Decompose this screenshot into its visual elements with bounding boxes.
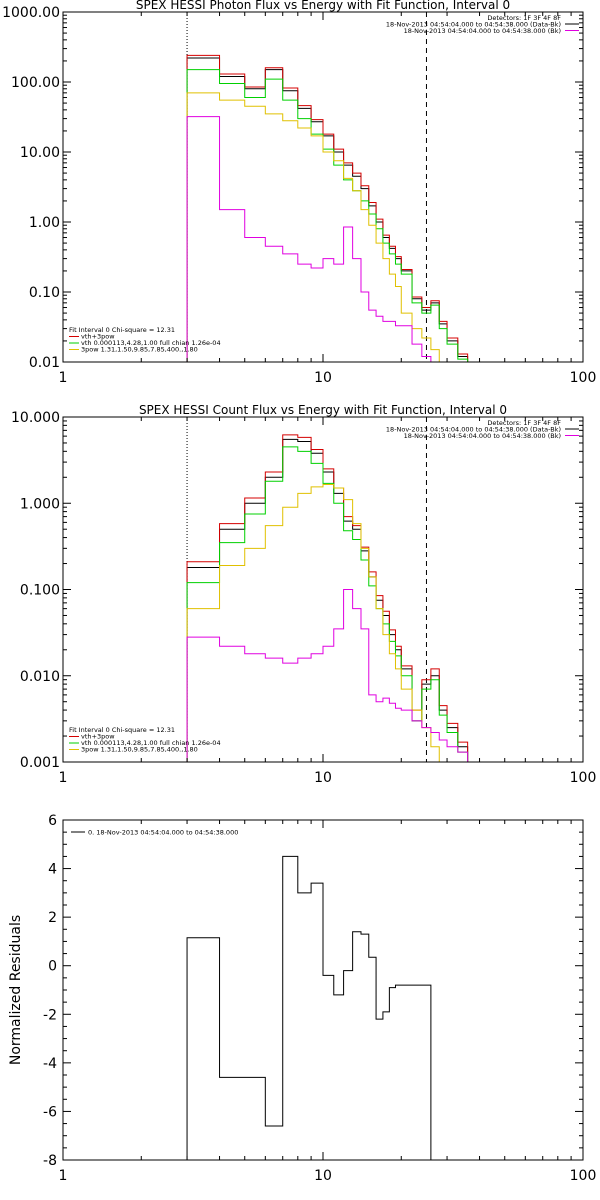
- x-tick-label: 1: [59, 770, 68, 786]
- legend-label: 3pow 1.31,1.50,9.85,7.85,400.,1.80: [81, 346, 198, 354]
- legend-label: Fit Interval 0 Chi-square = 12.31: [69, 726, 175, 734]
- series-vth-3pow: [186, 434, 469, 762]
- series-vth-3pow: [186, 54, 469, 362]
- x-tick-label: 100: [570, 370, 597, 386]
- series-data: [186, 438, 469, 762]
- legend: 0. 18-Nov-2013 04:54:04.000 to 04:54:38.…: [71, 829, 238, 837]
- plot-area: [186, 12, 469, 362]
- x-axis: 1 10 100: [59, 820, 597, 1184]
- x-tick-label: 1: [59, 1168, 68, 1184]
- legend-label: vth+3pow: [81, 733, 115, 741]
- y-tick-label: 10.000: [11, 410, 60, 426]
- info-line: 18-Nov-2013 04:54:04.000 to 04:54:38.000…: [386, 21, 561, 29]
- series-vth: [186, 69, 469, 362]
- x-tick-label: 10: [314, 1168, 332, 1184]
- y-axis: -8 -6 -4 -2 0 2 4 6: [43, 813, 583, 1169]
- x-tick-label: 10: [314, 770, 332, 786]
- chart-title: SPEX HESSI Count Flux vs Energy with Fit…: [139, 403, 507, 417]
- series-3pow: [186, 92, 469, 362]
- chart-panel-1: SPEX HESSI Photon Flux vs Energy with Fi…: [2, 0, 596, 386]
- chart-panel-3: 1 10 100 -8 -6 -4 -2 0 2 4 6 Normalized Residuals 0.…: [8, 813, 596, 1184]
- y-axis-label: Normalized Residuals: [8, 915, 24, 1065]
- info-line: Detectors: 1F 3F 4F 8F: [487, 419, 561, 427]
- y-tick-label: 2: [48, 910, 57, 926]
- legend: Fit Interval 0 Chi-square = 12.31vth+3po…: [69, 326, 221, 354]
- y-tick-label: 1.00: [29, 215, 60, 231]
- legend-label: 3pow 1.31,1.50,9.85,7.85,400.,1.80: [81, 746, 198, 754]
- legend-label: vth 0.000113,4.28,1.00 full chian 1.26e-…: [81, 339, 221, 347]
- y-tick-label: 10.00: [20, 145, 60, 161]
- y-tick-label: 4: [48, 862, 57, 878]
- series-residuals: [186, 855, 432, 1160]
- info-line: 18-Nov-2013 04:54:04.000 to 04:54:38.000…: [404, 432, 561, 440]
- y-tick-label: 100.00: [11, 75, 60, 91]
- x-axis: 1 10 100: [59, 12, 597, 386]
- y-tick-label: 0.10: [29, 285, 60, 301]
- x-tick-label: 1: [59, 370, 68, 386]
- chart-panel-2: SPEX HESSI Count Flux vs Energy with Fit…: [11, 403, 596, 786]
- x-tick-label: 100: [570, 770, 597, 786]
- y-tick-label: -6: [43, 1104, 57, 1120]
- info-line: 18-Nov-2013 04:54:04.000 to 04:54:38.000…: [404, 27, 561, 35]
- chart-title: SPEX HESSI Photon Flux vs Energy with Fi…: [136, 0, 510, 12]
- y-tick-label: 0.100: [20, 583, 60, 599]
- legend-label: 0. 18-Nov-2013 04:54:04.000 to 04:54:38.…: [88, 829, 238, 837]
- plot-area: [186, 855, 432, 1160]
- x-tick-label: 10: [314, 370, 332, 386]
- y-tick-label: 1000.00: [2, 5, 60, 21]
- series-bk: [186, 589, 469, 762]
- axes-frame: [62, 11, 584, 363]
- x-axis: 1 10 100: [59, 417, 597, 786]
- info-line: Detectors: 1F 3F 4F 8F: [487, 14, 561, 22]
- legend-label: vth 0.000113,4.28,1.00 full chian 1.26e-…: [81, 739, 221, 747]
- y-axis: 0.001 0.010 0.100 1.000 10.000: [11, 410, 583, 771]
- legend: Fit Interval 0 Chi-square = 12.31vth+3po…: [69, 726, 221, 754]
- y-axis: 0.01 0.10 1.00 10.00 100.00 1000.00: [2, 5, 583, 371]
- series-vth: [186, 446, 469, 762]
- y-tick-label: -4: [43, 1056, 57, 1072]
- series-3pow: [186, 483, 469, 762]
- axes-frame: [62, 819, 584, 1161]
- y-tick-label: 0.01: [29, 355, 60, 371]
- y-tick-label: 6: [48, 813, 57, 829]
- plot-area: [186, 417, 469, 762]
- x-tick-label: 100: [570, 1168, 597, 1184]
- legend-label: vth+3pow: [81, 333, 115, 341]
- series-bk: [186, 116, 469, 362]
- legend-label: Fit Interval 0 Chi-square = 12.31: [69, 326, 175, 334]
- y-tick-label: 1.000: [20, 496, 60, 512]
- info-line: 18-Nov-2013 04:54:04.000 to 04:54:38.000…: [386, 426, 561, 434]
- y-tick-label: -2: [43, 1007, 57, 1023]
- y-tick-label: 0.001: [20, 755, 60, 771]
- y-tick-label: 0: [48, 959, 57, 975]
- y-tick-label: 0.010: [20, 669, 60, 685]
- y-tick-label: -8: [43, 1153, 57, 1169]
